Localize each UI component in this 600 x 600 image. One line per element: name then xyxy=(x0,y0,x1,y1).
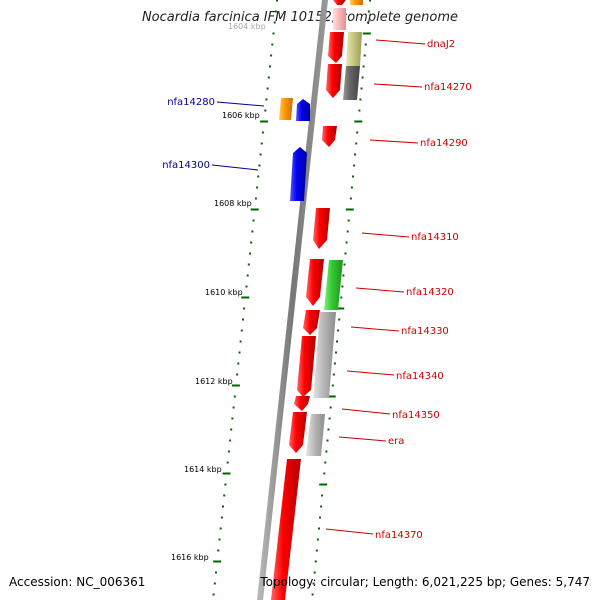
label-nfa14280: nfa14280 xyxy=(167,97,215,108)
gene-nfa14370 xyxy=(271,459,301,600)
label-era: era xyxy=(388,436,404,447)
gene-pink-top xyxy=(333,8,346,30)
page-title: Nocardia farcinica IFM 10152, complete g… xyxy=(141,10,459,25)
label-nfa14370: nfa14370 xyxy=(375,530,423,541)
gene-nfa14300 xyxy=(290,147,307,201)
gene-nfa14280 xyxy=(296,99,310,121)
gene-nfa14350 xyxy=(294,396,310,411)
kbp-labels: 1604 kbp 1606 kbp 1608 kbp 1610 kbp 1612… xyxy=(171,22,266,562)
left-tick-marks xyxy=(212,0,278,596)
label-nfa14270: nfa14270 xyxy=(424,82,472,93)
gene-era xyxy=(306,414,325,456)
label-nfa14290: nfa14290 xyxy=(420,138,468,149)
gene-red-1 xyxy=(328,32,344,63)
label-nfa14340: nfa14340 xyxy=(396,371,444,382)
gene-nfa14310 xyxy=(313,208,330,249)
gene-nfa14280-orange xyxy=(279,98,293,120)
kbp-label-1612: 1612 kbp xyxy=(195,377,233,386)
genome-axis xyxy=(257,0,328,600)
gene-red-3 xyxy=(297,336,316,397)
gene-nfa14270 xyxy=(343,66,360,100)
label-nfa14300: nfa14300 xyxy=(162,160,210,171)
gene-nfa14330 xyxy=(303,310,320,335)
kbp-label-1606: 1606 kbp xyxy=(222,111,260,120)
label-nfa14350: nfa14350 xyxy=(392,410,440,421)
gene-labels: dnaJ2 nfa14270 nfa14290 nfa14310 nfa1432… xyxy=(162,39,472,541)
gene-dnaJ2 xyxy=(346,32,362,66)
topology-text: Topology: circular; Length: 6,021,225 bp… xyxy=(260,575,590,589)
gene-nfa14320 xyxy=(324,260,343,310)
genes-forward xyxy=(306,0,363,456)
gene-red-top xyxy=(333,0,346,5)
label-nfa14320: nfa14320 xyxy=(406,287,454,298)
kbp-label-1616: 1616 kbp xyxy=(171,553,209,562)
gene-orange-top xyxy=(350,0,363,5)
kbp-label-1604: 1604 kbp xyxy=(228,22,266,31)
accession-text: Accession: NC_006361 xyxy=(9,575,146,589)
label-dnaJ2: dnaJ2 xyxy=(427,39,455,50)
right-tick-marks xyxy=(311,0,371,596)
label-nfa14330: nfa14330 xyxy=(401,326,449,337)
kbp-label-1610: 1610 kbp xyxy=(205,288,243,297)
gene-nfa14320-red xyxy=(306,259,324,306)
gene-nfa14340 xyxy=(313,312,336,398)
genes-reverse xyxy=(279,98,310,201)
genes-red xyxy=(271,0,346,600)
gene-red-2 xyxy=(326,64,342,98)
kbp-label-1608: 1608 kbp xyxy=(214,199,252,208)
label-nfa14310: nfa14310 xyxy=(411,232,459,243)
label-connectors xyxy=(211,39,426,535)
gene-nfa14290 xyxy=(322,126,337,147)
gene-red-4 xyxy=(289,412,307,453)
kbp-label-1614: 1614 kbp xyxy=(184,465,222,474)
